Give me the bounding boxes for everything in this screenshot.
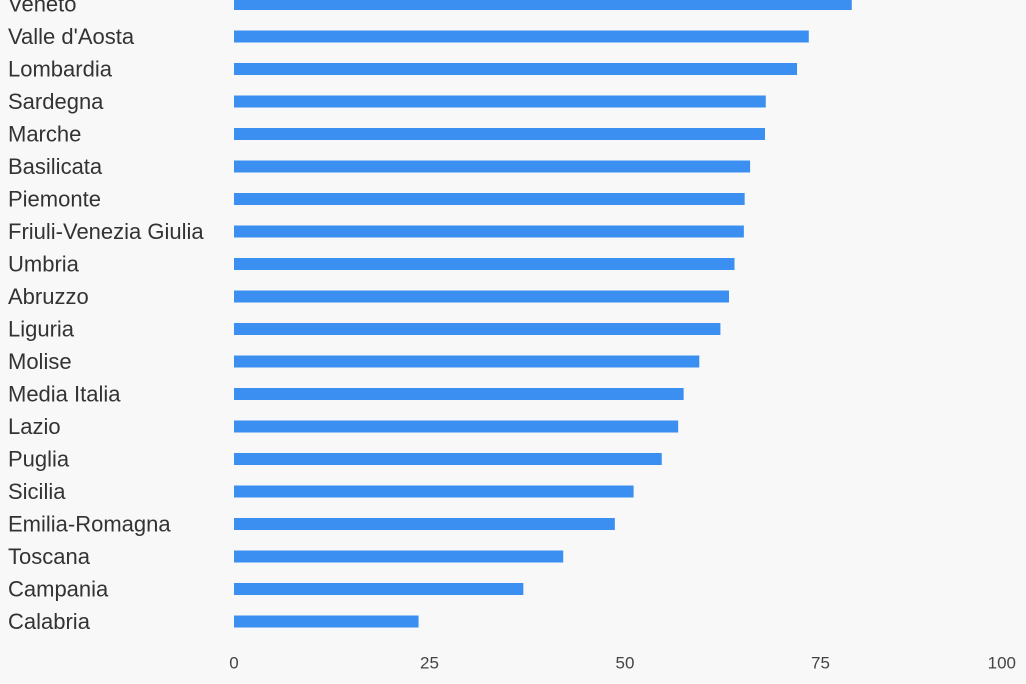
bar-lombardia bbox=[234, 63, 798, 75]
category-label-lombardia: Lombardia bbox=[8, 57, 113, 82]
x-tick-label-50: 50 bbox=[616, 654, 635, 673]
category-label-basilicata: Basilicata bbox=[8, 154, 103, 179]
bar-umbria bbox=[234, 258, 735, 270]
bar-veneto bbox=[234, 0, 852, 10]
x-tick-label-75: 75 bbox=[811, 654, 830, 673]
category-label-umbria: Umbria bbox=[8, 252, 80, 277]
category-label-liguria: Liguria bbox=[8, 317, 75, 342]
category-label-puglia: Puglia bbox=[8, 447, 70, 472]
bar-campania bbox=[234, 583, 524, 595]
category-label-sicilia: Sicilia bbox=[8, 479, 66, 504]
category-label-emilia-romagna: Emilia-Romagna bbox=[8, 512, 171, 537]
bar-sicilia bbox=[234, 485, 634, 498]
bar-toscana bbox=[234, 550, 564, 563]
bars bbox=[234, 0, 852, 628]
category-label-abruzzo: Abruzzo bbox=[8, 284, 89, 309]
x-tick-label-0: 0 bbox=[229, 654, 238, 673]
category-label-molise: Molise bbox=[8, 349, 72, 374]
category-label-media-italia: Media Italia bbox=[8, 382, 121, 407]
bar-valle-d-aosta bbox=[234, 30, 809, 43]
bar-basilicata bbox=[234, 160, 751, 173]
x-axis-tick-labels: 0 25 50 75 100 bbox=[229, 654, 1016, 673]
category-label-marche: Marche bbox=[8, 122, 81, 147]
category-label-friuli-venezia-giulia: Friuli-Venezia Giulia bbox=[8, 219, 204, 244]
category-label-sardegna: Sardegna bbox=[8, 89, 104, 114]
bar-marche bbox=[234, 128, 765, 140]
category-label-toscana: Toscana bbox=[8, 544, 91, 569]
bar-puglia bbox=[234, 453, 662, 465]
bar-calabria bbox=[234, 615, 419, 628]
category-label-valle-d-aosta: Valle d'Aosta bbox=[8, 24, 135, 49]
category-label-piemonte: Piemonte bbox=[8, 187, 101, 212]
bar-abruzzo bbox=[234, 290, 730, 303]
bar-friuli-venezia-giulia bbox=[234, 225, 744, 238]
bar-emilia-romagna bbox=[234, 518, 615, 530]
bar-media-italia bbox=[234, 388, 684, 400]
bar-liguria bbox=[234, 323, 721, 335]
x-tick-label-100: 100 bbox=[988, 654, 1016, 673]
category-label-veneto: Veneto bbox=[8, 0, 77, 17]
bar-molise bbox=[234, 355, 700, 368]
category-label-lazio: Lazio bbox=[8, 414, 61, 439]
category-label-calabria: Calabria bbox=[8, 609, 91, 634]
bar-lazio bbox=[234, 420, 679, 433]
bar-sardegna bbox=[234, 95, 766, 108]
bar-piemonte bbox=[234, 193, 745, 205]
category-label-campania: Campania bbox=[8, 577, 109, 602]
category-labels: Veneto Valle d'Aosta Lombardia Sardegna Marc… bbox=[8, 0, 204, 634]
x-tick-label-25: 25 bbox=[420, 654, 439, 673]
